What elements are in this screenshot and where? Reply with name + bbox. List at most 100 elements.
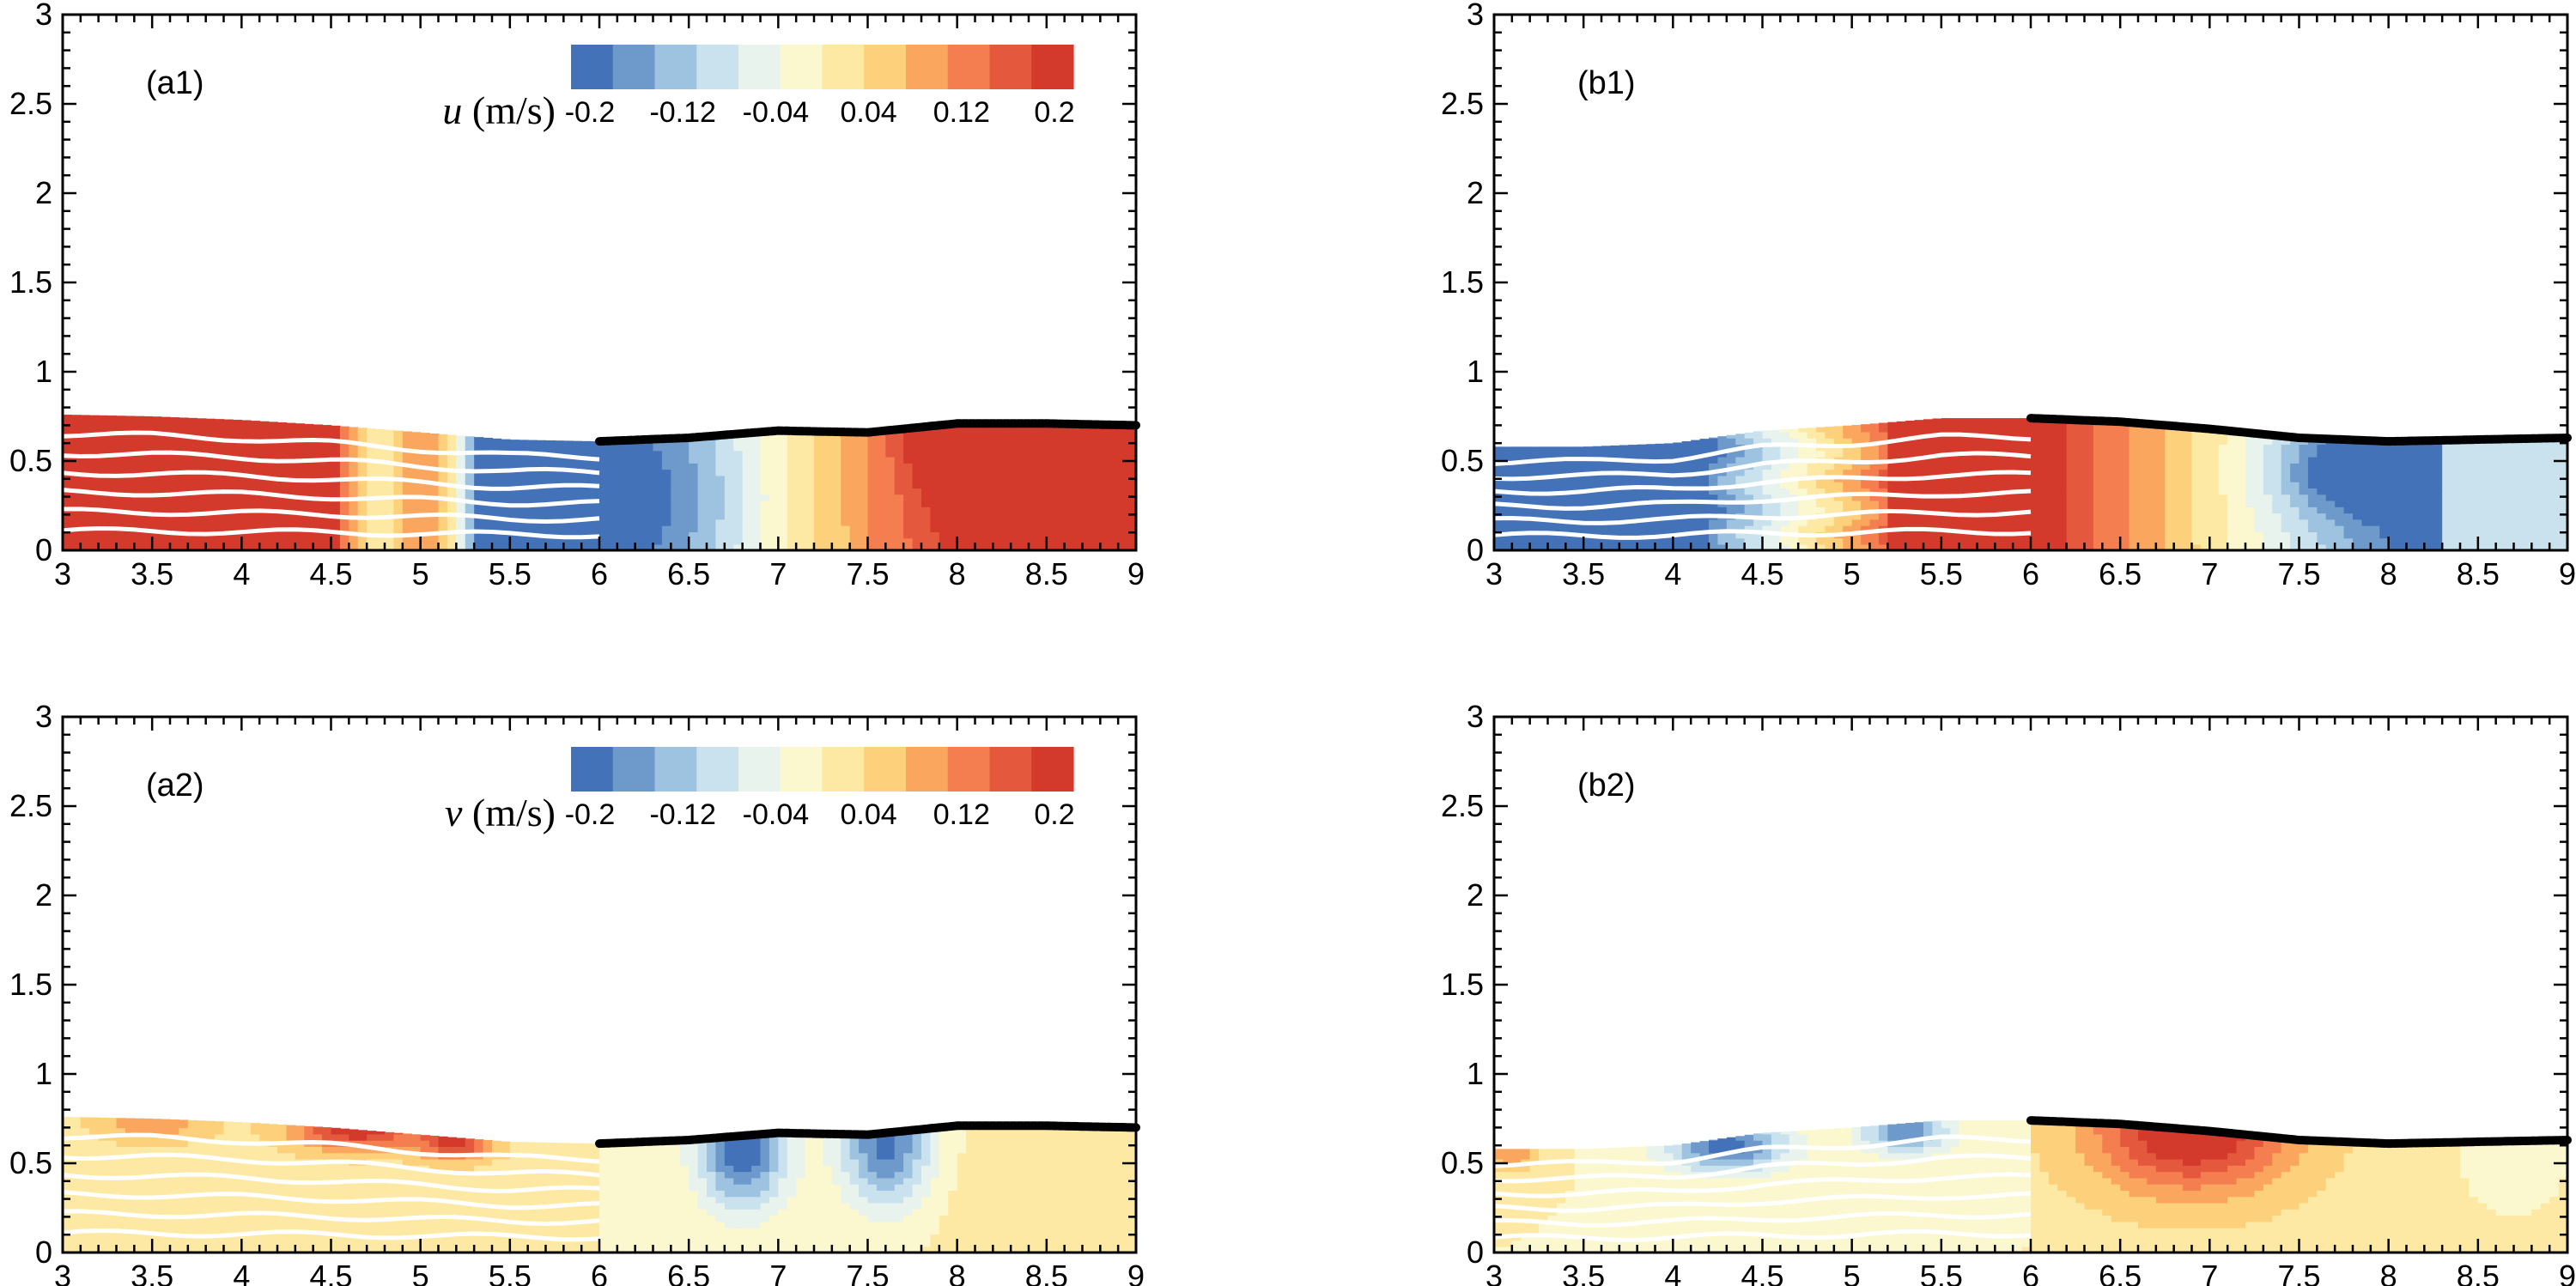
field-cell [1851,543,1862,551]
field-cell [2200,543,2211,551]
field-cell [2102,431,2112,439]
field-cell [983,543,994,551]
field-cell [1503,507,1513,514]
field-cell [2477,463,2488,470]
field-cell [1046,469,1057,476]
field-cell [259,469,270,476]
field-cell [921,500,932,507]
field-cell [1619,537,1630,545]
field-cell [590,525,600,532]
field-cell [2129,537,2139,545]
field-cell [787,450,797,458]
field-cell [2272,488,2282,495]
field-cell [2039,450,2050,458]
field-cell [2325,444,2336,452]
field-cell [268,463,278,470]
field-cell [2021,537,2032,545]
field-cell [2290,444,2300,452]
field-cell [867,456,878,464]
field-cell [724,475,735,482]
field-cell [2281,525,2291,532]
field-cell [1082,444,1092,452]
field-cell [277,444,288,452]
field-cell [152,463,162,470]
field-cell [2343,444,2354,452]
field-cell [778,488,788,495]
field-cell [849,525,860,532]
field-cell [1887,513,1898,520]
field-cell [2290,513,2300,520]
field-cell [983,537,994,545]
field-cell [983,450,994,458]
field-cell [1914,500,1924,507]
field-cell [339,537,350,545]
field-cell [760,519,770,526]
field-cell [1064,437,1074,446]
field-cell [1807,525,1817,532]
field-cell [1592,494,1602,501]
field-cell [134,543,144,551]
field-cell [1601,543,1612,551]
field-cell [2379,537,2390,545]
field-cell [2129,525,2139,532]
field-cell [876,494,887,501]
field-cell [1985,543,1996,551]
field-cell [1878,469,1889,476]
field-cell [2281,537,2291,545]
field-cell [393,481,404,488]
field-cell [1073,444,1084,452]
colorbar-tick-label: -0.2 [565,96,616,129]
field-cell [2218,437,2228,446]
field-cell [2540,481,2550,488]
field-cell [1082,437,1092,446]
field-cell [608,456,618,464]
field-cell [635,469,645,476]
field-cell [2406,475,2416,482]
field-cell [1091,463,1102,470]
field-cell [581,444,592,452]
field-cell [2335,450,2345,458]
field-cell [1064,456,1074,464]
field-cell [2415,543,2426,551]
field-cell [474,525,484,532]
field-cell [465,507,475,514]
field-cell [1091,513,1102,520]
field-cell [1843,431,1853,439]
field-cell [447,456,458,464]
field-cell [975,450,985,458]
field-cell [1762,500,1772,507]
field-cell [1798,488,1808,495]
field-cell [250,543,260,551]
field-cell [2165,488,2175,495]
field-cell [2299,543,2309,551]
field-cell [2120,469,2130,476]
field-cell [2102,525,2112,532]
field-cell [2442,488,2452,495]
field-cell [689,537,699,545]
field-cell [2138,444,2148,452]
field-cell [2093,444,2104,452]
field-cell [286,488,296,495]
field-cell [1127,531,1137,539]
field-cell [2039,513,2050,520]
field-cell [313,488,323,495]
colorbar-swatch [780,45,823,89]
field-cell [375,469,386,476]
field-cell [787,475,797,482]
field-cell [357,543,368,551]
field-cell [1878,481,1889,488]
field-cell [1691,525,1701,532]
field-cell [2129,543,2139,551]
field-cell [1798,543,1808,551]
field-cell [411,488,422,495]
field-cell [849,437,860,446]
field-cell [492,481,502,488]
field-cell [331,425,341,433]
field-cell [1001,494,1012,501]
field-cell [939,469,950,476]
field-cell [2165,494,2175,501]
field-cell [1771,494,1782,501]
field-cell [697,456,708,464]
field-cell [2522,450,2533,458]
field-cell [527,513,538,520]
